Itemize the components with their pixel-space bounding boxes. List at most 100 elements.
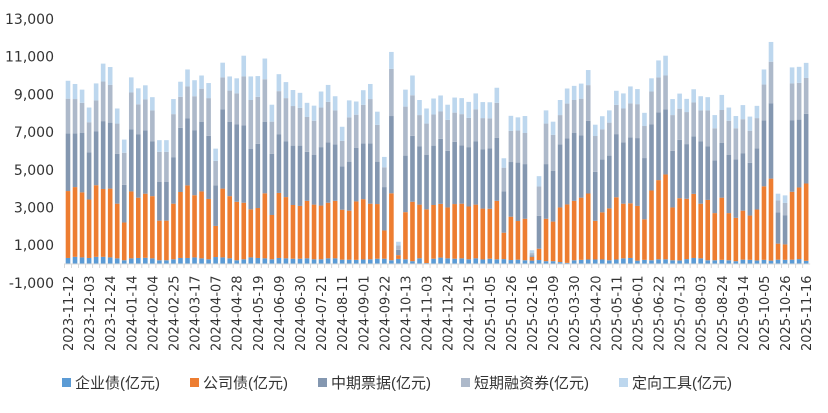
bar-segment [143,257,148,264]
legend-label: 公司债(亿元) [203,375,288,392]
bar-segment [290,106,296,146]
bar-segment [121,222,127,261]
bar-segment [761,69,767,85]
bar-segment [557,207,563,263]
bar-segment [143,193,148,258]
legend-swatch-icon [62,378,71,387]
bar-segment [585,85,591,121]
x-tick-label: 2025-02-16 [526,275,541,351]
y-tick-label: -1,000 [9,276,54,292]
bar-segment [515,259,521,264]
bar-segment [276,257,282,264]
bar-segment [571,100,577,133]
bar-segment [339,209,345,260]
bar-segment [128,191,134,259]
bar-segment [297,205,303,259]
bar-segment [220,188,225,258]
bar-segment [185,118,190,186]
bar-segment [768,178,774,261]
bar-segment [431,204,436,259]
bar-segment [536,248,542,261]
legend-label: 定向工具(亿元) [632,375,732,392]
y-tick-label: 1,000 [14,238,54,254]
bar-segment [599,212,605,260]
bar-segment [171,114,176,158]
x-tick-label: 2024-02-04 [146,275,161,351]
bar-segment [663,55,668,76]
bar-segment [571,200,577,261]
bar-segment [726,260,732,264]
bar-segment [684,98,689,113]
bar-segment [143,130,148,194]
x-tick-label: 2024-11-24 [442,275,457,351]
bar-segment [445,258,450,264]
bar-segment [227,90,232,122]
legend-item-commercial-paper: 短期融资券(亿元) [461,372,589,393]
bar-segment [262,121,268,194]
bar-segment [614,197,619,260]
bar-segment [346,100,352,118]
bar-segment [571,85,577,101]
bar-segment [719,109,725,143]
bar-segment [192,257,197,264]
bar-segment [65,98,71,134]
bar-segment [389,116,394,194]
bar-segment [150,258,155,264]
bar-segment [318,107,324,148]
bar-segment [171,259,176,264]
bar-segment [459,98,464,115]
bar-segment [367,259,373,264]
bar-segment [346,161,352,211]
bar-segment [318,205,324,260]
bar-segment [360,104,366,144]
bar-segment [297,258,303,264]
bar-segment [332,200,338,259]
bar-segment [72,187,78,257]
bar-segment [65,257,71,264]
bar-segment [578,83,584,99]
bar-segment [621,93,626,109]
bar-segment [248,257,254,264]
bar-segment [607,110,612,123]
bar-segment [339,126,345,141]
bar-segment [515,221,521,260]
bar-segment [93,256,99,264]
bar-segment [375,124,380,162]
x-tick-label: 2025-10-05 [758,275,773,351]
bar-segment [297,107,303,146]
x-tick-label: 2023-12-03 [83,275,98,351]
bar-segment [677,108,682,140]
bar-segment [571,260,577,264]
bar-segment [255,76,261,97]
bar-segment [438,257,443,264]
bar-segment [339,259,345,264]
bar-segment [311,259,317,264]
bar-segment [529,256,535,261]
bar-segment [424,123,429,155]
bar-segment [220,257,225,264]
legend-item-directed-instruments: 定向工具(亿元) [619,372,732,393]
bar-segment [803,260,809,264]
bar-segment [346,210,352,260]
bar-segment [199,258,204,264]
bar-segment [480,208,486,260]
bar-segment [136,257,141,264]
bar-segment [550,134,556,171]
bar-segment [712,213,718,261]
bar-segment [93,131,99,186]
bar-segment [304,200,310,259]
bar-segment [635,104,640,139]
bar-segment [283,98,289,142]
bar-segment [698,203,703,259]
bar-segment [768,103,774,179]
bar-segment [255,257,261,264]
bar-segment [501,167,507,192]
bar-segment [564,88,570,104]
bar-segment [607,260,612,264]
bar-segment [550,170,556,222]
x-tick-label: 2023-11-12 [62,275,77,351]
bar-segment [789,259,795,264]
bar-segment [79,132,85,193]
bar-segment [691,136,696,194]
bar-segment [628,257,633,264]
